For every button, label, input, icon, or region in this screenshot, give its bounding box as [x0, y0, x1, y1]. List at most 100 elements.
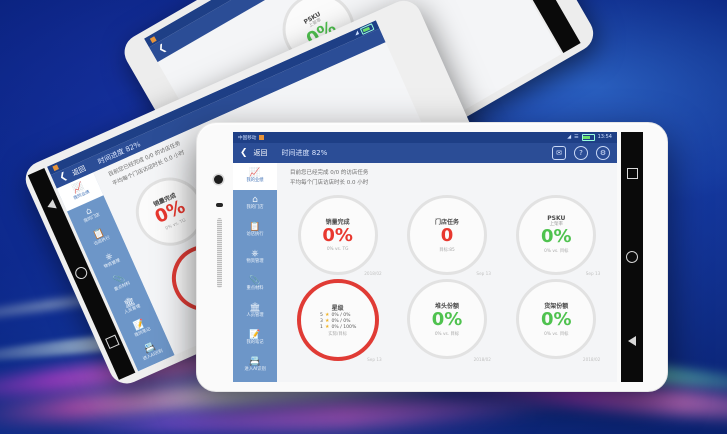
- clock-label: 13:54: [597, 134, 612, 140]
- chat-icon[interactable]: ✉: [552, 146, 566, 160]
- card-value: 0%: [541, 308, 572, 330]
- card-date: Sep 13: [367, 356, 382, 362]
- kpi-cell: 货架份额 0% 0% vs. 目标 2018/02: [506, 278, 606, 362]
- back-icon[interactable]: ❮: [240, 147, 248, 158]
- android-nav-bar: [621, 132, 643, 382]
- signal-icon: ☰: [574, 134, 579, 140]
- sidebar-item-label: 进入AI识别: [244, 367, 266, 373]
- star-count: 3: [320, 318, 323, 324]
- clipboard-icon: 📋: [249, 222, 261, 233]
- wifi-icon: ◢: [353, 29, 360, 37]
- sidebar-item-notes[interactable]: 📝 我的笔记: [233, 325, 277, 352]
- back-icon[interactable]: ❮: [57, 170, 69, 184]
- sidebar-item-label: 我的门店: [246, 205, 264, 211]
- sidebar: 📈 我的业绩 ⌂ 我的门店 📋 访店执行 ⎈ 物资管理: [233, 163, 277, 382]
- star-count: 5: [320, 312, 323, 318]
- kpi-cell: 星级 5 ★ 0% / 0% 3: [288, 278, 388, 362]
- kpi-card-shelf-share[interactable]: 货架份额 0% 0% vs. 目标: [516, 278, 597, 359]
- sidebar-item-materials[interactable]: ⎈ 物资管理: [233, 244, 277, 271]
- card-title: 销量完成: [325, 219, 350, 227]
- star-row: 3 ★ 0% / 0%: [319, 317, 356, 324]
- sim-icon: [149, 35, 157, 43]
- card-title: 货架份额: [544, 302, 569, 310]
- title-bar: ❮ 返回 时间进度 82% ✉ ? ⚙: [233, 143, 617, 163]
- card-date: Sep 13: [585, 270, 601, 276]
- star-value: 0% / 0%: [331, 318, 351, 324]
- sidebar-item-key-materials[interactable]: 📎 重点材料: [233, 271, 277, 298]
- back-icon[interactable]: ❮: [156, 42, 169, 56]
- sidebar-item-label: 我的业绩: [246, 178, 264, 184]
- star-icon: ★: [324, 311, 330, 318]
- recents-square-icon[interactable]: [626, 168, 638, 180]
- back-label[interactable]: 返回: [253, 149, 268, 157]
- kpi-card-display-share[interactable]: 堆头份额 0% 0% vs. 目标: [406, 278, 487, 359]
- card-footer: 0% vs. 目标: [544, 331, 569, 337]
- back-triangle-icon[interactable]: [45, 199, 57, 212]
- card-value: 0%: [541, 226, 572, 248]
- sidebar-item-label: 重点材料: [246, 286, 264, 292]
- wifi-icon: ◢: [567, 134, 572, 140]
- help-icon[interactable]: ?: [574, 146, 588, 160]
- star-value: 0% / 0%: [331, 312, 351, 318]
- carrier-label: 中国移动: [238, 135, 257, 141]
- card-title: 星级: [331, 304, 344, 312]
- note-icon: 📝: [249, 330, 261, 341]
- star-row: 1 ★ 0% / 100%: [319, 323, 357, 330]
- proximity-sensor: [216, 203, 223, 207]
- sim-icon: [259, 135, 265, 140]
- kpi-card-star-rating[interactable]: 星级 5 ★ 0% / 0% 3: [296, 278, 379, 361]
- star-row: 5 ★ 0% / 0%: [319, 311, 356, 318]
- app-body: 📈 我的业绩 ⌂ 我的门店 📋 访店执行 ⎈ 物资管理: [233, 163, 617, 382]
- card-title: PSKU: [547, 215, 566, 223]
- card-footer: 0% vs. 目标: [434, 331, 460, 337]
- card-date: 2018/02: [582, 356, 601, 362]
- card-footer: 目标:85: [439, 247, 455, 253]
- home-circle-icon[interactable]: [626, 251, 638, 264]
- sidebar-item-visit[interactable]: 📋 访店执行: [233, 217, 277, 244]
- intro-line-2: 平均每个门店访店时长 0.0 小时: [290, 180, 369, 187]
- kpi-card-psku[interactable]: PSKU 上架率 0% 0% vs. 目标: [516, 194, 597, 275]
- star-value: 0% / 100%: [331, 324, 357, 330]
- sidebar-item-store[interactable]: ⌂ 我的门店: [233, 190, 277, 217]
- card-date: 2018/02: [364, 270, 382, 276]
- people-icon: 🏛: [249, 303, 261, 314]
- sim-icon: [52, 164, 59, 172]
- star-count: 1: [320, 324, 323, 330]
- card-value: 0%: [431, 308, 463, 330]
- sidebar-item-performance[interactable]: 📈 我的业绩: [233, 163, 277, 190]
- phone-device-main: HUAWEI 中国移动 ◢ ☰ 13:54 ❮ 返回 时间进度 82% ✉: [196, 122, 668, 392]
- sidebar-item-people[interactable]: 🏛 人员管理: [233, 298, 277, 325]
- page-title: 时间进度 82%: [281, 149, 328, 157]
- gear-icon[interactable]: ⚙: [596, 146, 610, 160]
- kpi-cell: 销量完成 0% 0% vs. TG 2018/02: [288, 194, 388, 276]
- kpi-row: 销量完成 0% 0% vs. TG 2018/02 门店任务 0: [283, 194, 611, 276]
- sidebar-item-label: 人员管理: [246, 313, 264, 319]
- star-rating-list: 5 ★ 0% / 0% 3 ★ 0% / 0%: [319, 311, 357, 330]
- sidebar-item-label: 物资管理: [246, 259, 264, 265]
- kpi-card-store-task[interactable]: 门店任务 0 目标:85: [406, 194, 487, 275]
- star-icon: ★: [324, 317, 330, 324]
- kpi-card-sales[interactable]: 销量完成 0% 0% vs. TG: [297, 194, 378, 275]
- sidebar-item-label: 我的门店: [83, 213, 101, 225]
- content-area: 目前您已经完成 0/0 的访店任务 平均每个门店访店时长 0.0 小时 销量完成…: [277, 163, 617, 382]
- home-circle-icon[interactable]: [73, 265, 90, 282]
- star-icon: ★: [324, 323, 330, 330]
- battery-icon: [581, 134, 595, 141]
- back-triangle-icon[interactable]: [628, 335, 636, 346]
- card-date: 2018/02: [473, 356, 491, 362]
- front-camera: [214, 175, 223, 184]
- sidebar-item-ai[interactable]: 📇 进入AI识别: [233, 352, 277, 379]
- card-footer: 0% vs. TG: [326, 247, 349, 253]
- card-value: 0%: [322, 225, 353, 247]
- clip-icon: 📎: [249, 276, 261, 287]
- sidebar-item-label: 访店执行: [246, 232, 264, 238]
- grid-icon: ⎈: [251, 249, 259, 260]
- card-title: 门店任务: [434, 218, 459, 226]
- kpi-grid: 销量完成 0% 0% vs. TG 2018/02 门店任务 0: [283, 194, 611, 362]
- intro-line-1: 目前您已经完成 0/0 的访店任务: [290, 170, 369, 176]
- recents-square-icon[interactable]: [104, 334, 120, 350]
- kpi-cell: 门店任务 0 目标:85 Sep 13: [397, 194, 497, 276]
- earpiece-speaker: [217, 218, 222, 288]
- card-value: 0: [440, 224, 454, 246]
